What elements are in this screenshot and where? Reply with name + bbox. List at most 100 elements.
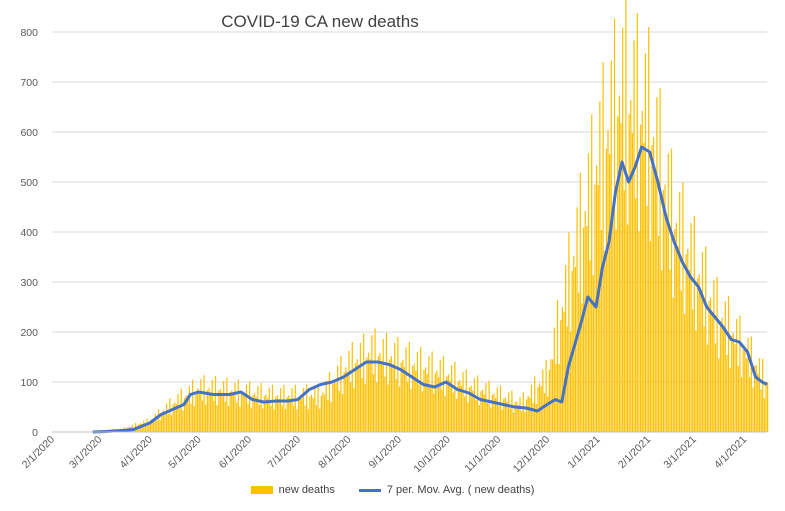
x-tick-label: 9/1/2020 [367, 434, 404, 471]
bar [226, 377, 228, 432]
x-axis-ticks: 2/1/2020 3/1/2020 4/1/2020 5/1/2020 6/1/2020… [20, 431, 767, 476]
bar [213, 400, 215, 432]
bar [174, 402, 176, 432]
bar [638, 231, 640, 432]
bar [659, 87, 661, 432]
bar [587, 153, 590, 432]
bar [760, 389, 762, 432]
bar [599, 101, 601, 432]
bar [656, 97, 658, 433]
bar [304, 405, 306, 432]
bar [708, 300, 710, 432]
bar [170, 414, 173, 432]
bar [763, 398, 765, 432]
bar [341, 394, 344, 432]
bar [371, 335, 373, 433]
bar [293, 405, 295, 432]
bar [517, 404, 520, 432]
bar [745, 358, 748, 432]
bar [418, 384, 420, 432]
bar [552, 359, 554, 432]
bar [465, 369, 467, 432]
bar [366, 357, 368, 432]
bar [156, 420, 158, 432]
bar [739, 315, 741, 432]
bar [666, 214, 668, 432]
legend: new deaths 7 per. Mov. Avg. ( new deaths… [0, 484, 785, 496]
x-tick-label: 4/1/2020 [117, 434, 154, 471]
bar [394, 342, 396, 432]
bar [504, 397, 506, 432]
bar [193, 406, 195, 432]
bar [723, 330, 725, 432]
bar [767, 382, 769, 433]
bar [260, 383, 262, 432]
bar [413, 363, 415, 432]
bar [581, 303, 583, 432]
bar [574, 267, 577, 432]
bar [563, 311, 565, 432]
bar [718, 358, 720, 432]
bar [296, 409, 298, 432]
bar [630, 100, 632, 432]
bar [144, 424, 147, 432]
x-tick-label: 6/1/2020 [217, 434, 254, 471]
bar [330, 401, 332, 432]
bar [242, 391, 244, 432]
bar [288, 395, 290, 432]
bar [661, 270, 663, 432]
bar [690, 223, 692, 432]
bar [757, 373, 759, 432]
bar [239, 406, 241, 432]
bar [762, 358, 764, 432]
x-tick-label: 8/1/2020 [316, 434, 353, 471]
bar [221, 393, 223, 432]
bar [576, 207, 578, 432]
bar [255, 397, 257, 432]
bar [503, 398, 505, 432]
bar [612, 205, 614, 432]
bar [436, 370, 438, 432]
bar [719, 321, 721, 432]
x-tick-label: 10/1/2020 [411, 434, 453, 476]
bar [385, 332, 388, 432]
bar [421, 391, 423, 433]
bar [636, 13, 638, 432]
bar [727, 296, 730, 432]
bar [752, 387, 754, 432]
legend-item-bars: new deaths [250, 484, 335, 496]
bar [294, 384, 296, 432]
bar [607, 129, 609, 432]
bar [455, 398, 458, 432]
bar [382, 338, 384, 432]
bar [597, 185, 599, 432]
bar [524, 411, 526, 432]
bar [345, 367, 347, 432]
y-tick-label: 800 [20, 27, 38, 39]
bar [157, 409, 160, 432]
bar [343, 372, 345, 432]
bar [664, 184, 666, 432]
bar [218, 390, 220, 432]
bar [705, 246, 707, 433]
bar [749, 377, 751, 432]
bar [485, 382, 487, 432]
bar [198, 391, 200, 433]
bar [369, 359, 371, 432]
bar [452, 392, 454, 432]
bar [346, 371, 349, 432]
bar [301, 398, 303, 432]
bar [387, 384, 389, 432]
bar [670, 148, 673, 432]
bar [315, 405, 318, 432]
bar [309, 396, 311, 432]
bar [729, 367, 731, 432]
bar [299, 395, 301, 432]
bar [196, 388, 199, 432]
bar [203, 375, 205, 432]
x-tick-label: 2/1/2020 [20, 434, 57, 471]
bar [639, 124, 642, 433]
bar [340, 355, 342, 432]
bar [332, 384, 334, 432]
bar [483, 394, 485, 432]
